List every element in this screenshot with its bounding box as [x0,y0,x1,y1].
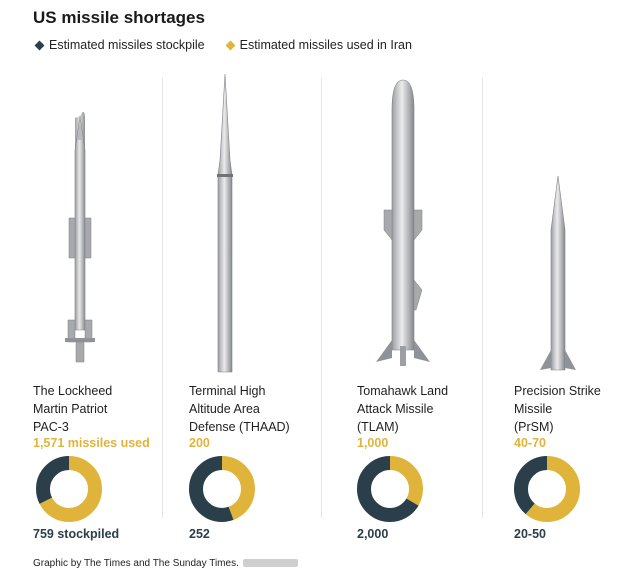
missile-name-line: Attack Missile [357,402,434,416]
missile-name: Terminal High Altitude Area Defense (THA… [189,382,290,436]
missile-name-line: Missile [514,402,553,416]
missile-name-line: The Lockheed [33,384,113,398]
legend-swatch-used [225,40,236,50]
used-label: 1,571 missiles used [33,436,150,450]
thaad-missile-illustration [217,73,233,373]
legend-item-stockpile: Estimated missiles stockpile [34,38,205,52]
missile-name-line: Altitude Area [189,402,260,416]
donut-slice-stockpile [357,456,423,522]
column-divider [162,78,163,518]
stockpile-label: 2,000 [357,527,389,541]
donut-chart [357,456,423,522]
missile-name-line: PAC-3 [33,420,69,434]
missile-name-line: Terminal High [189,384,266,398]
missile-name-line: Defense (THAAD) [189,420,290,434]
stockpile-label: 20-50 [514,527,546,541]
legend-label-stockpile: Estimated missiles stockpile [49,38,205,52]
source-note: Graphic by The Times and The Sunday Time… [33,558,298,569]
donut-chart [514,456,580,522]
missile-name-line: (PrSM) [514,420,554,434]
stockpile-label: 759 stockpiled [33,527,120,541]
prsm-missile-illustration [540,175,576,371]
donut-chart [36,456,102,522]
legend-item-used: Estimated missiles used in Iran [225,38,412,52]
missile-name-line: (TLAM) [357,420,399,434]
donut-chart [189,456,255,522]
patriot-missile-illustration [65,111,95,363]
column-divider [321,78,322,518]
legend-label-used: Estimated missiles used in Iran [239,38,412,52]
used-label: 1,000 [357,436,389,450]
legend-swatch-stockpile [34,40,45,50]
missile-name: Precision Strike Missile (PrSM) [514,382,601,436]
legend: Estimated missiles stockpile Estimated m… [34,38,412,52]
missile-name-line: Precision Strike [514,384,601,398]
missile-name: Tomahawk Land Attack Missile (TLAM) [357,382,448,436]
column-divider [482,78,483,518]
missile-name: The Lockheed Martin Patriot PAC-3 [33,382,112,436]
donut-slice-stockpile [514,456,580,522]
used-label: 40-70 [514,436,546,450]
stockpile-label: 252 [189,527,210,541]
used-label: 200 [189,436,210,450]
source-text: Graphic by The Times and The Sunday Time… [33,558,239,569]
missile-name-line: Tomahawk Land [357,384,449,398]
donut-slice-stockpile [36,456,102,522]
redacted-text [242,559,298,568]
chart-title: US missile shortages [33,8,205,27]
tomahawk-missile-illustration [376,79,430,366]
missile-name-line: Martin Patriot [33,402,108,416]
donut-slice-stockpile [189,456,255,522]
